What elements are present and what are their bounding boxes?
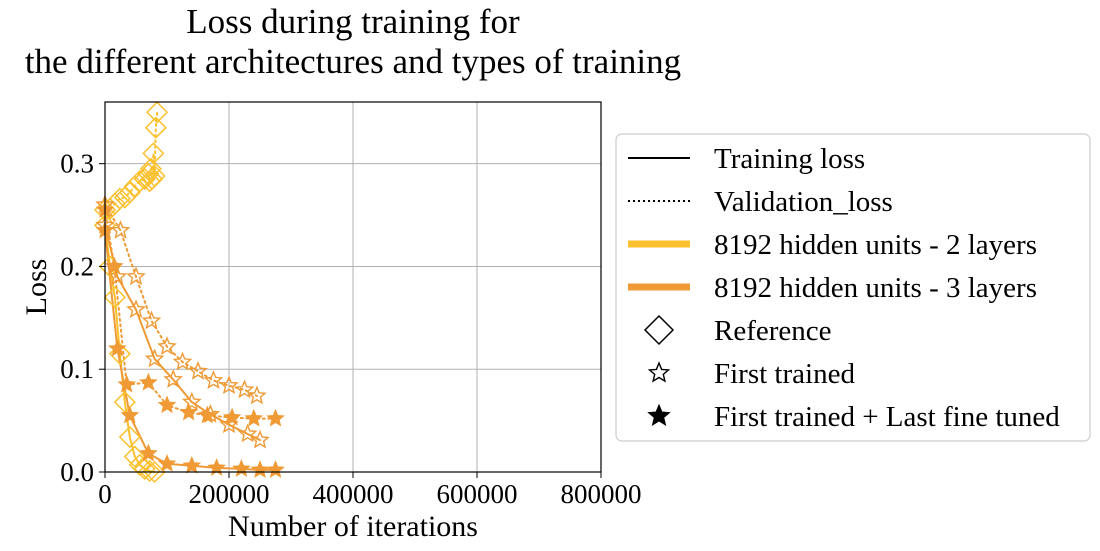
series-marker-3: [141, 310, 162, 330]
y-tick-label: 0.1: [60, 354, 94, 384]
series-marker-0: [143, 460, 166, 484]
series-marker-0: [123, 445, 146, 468]
series-marker-5: [104, 256, 124, 275]
x-tick-label: 200000: [189, 479, 270, 509]
series-marker-3: [157, 336, 177, 355]
y-axis-label: Loss: [20, 259, 53, 316]
series-marker-4: [266, 460, 285, 478]
legend-label: 8192 hidden units - 2 layers: [714, 229, 1037, 261]
series-marker-3: [188, 360, 208, 380]
series-marker-3: [110, 220, 131, 239]
legend: Training loss Validation_loss 8192 hidden …: [615, 133, 1091, 442]
legend-label: Validation_loss: [714, 186, 893, 218]
series-marker-2: [237, 423, 258, 443]
series-marker-1: [118, 181, 141, 204]
grid-lines: [104, 102, 602, 473]
series-marker-4: [157, 453, 177, 472]
legend-handle-hollow-star: [647, 361, 671, 383]
x-tick-label: 800000: [561, 479, 642, 509]
series-marker-1: [133, 168, 156, 191]
series-marker-2: [250, 429, 270, 449]
series-marker-3: [172, 351, 193, 371]
series-marker-5: [222, 407, 242, 426]
series-marker-0: [118, 425, 141, 449]
series-marker-5: [139, 372, 158, 391]
series-marker-1: [113, 186, 136, 209]
series-line-2: [104, 224, 261, 442]
series-marker-1: [143, 164, 166, 188]
legend-label: First trained + Last fine tuned: [714, 401, 1060, 433]
legend-label: 8192 hidden units - 3 layers: [714, 272, 1037, 304]
series-marker-1: [139, 157, 162, 180]
series-marker-5: [244, 408, 264, 427]
x-axis-label: Number of iterations: [228, 510, 478, 543]
series-marker-2: [107, 266, 128, 286]
series-marker-4: [232, 459, 251, 477]
series-marker-0: [138, 459, 161, 483]
series-line-5: [104, 208, 277, 420]
y-tick-label: 0.0: [60, 457, 94, 487]
series-marker-4: [182, 455, 202, 474]
series-marker-2: [181, 391, 202, 411]
series-marker-3: [203, 370, 224, 389]
legend-label: Training loss: [714, 143, 865, 175]
series-marker-5: [179, 402, 199, 421]
series-marker-5: [266, 408, 285, 427]
series-marker-5: [157, 395, 177, 414]
axis-ticks: 0 200000 400000 600000 800000 0.0 0.1 0.2 0.3: [60, 149, 641, 509]
series-marker-4: [120, 405, 140, 424]
series-marker-2: [126, 299, 146, 318]
legend-label: Reference: [714, 315, 832, 347]
x-tick-label: 0: [98, 479, 112, 509]
series-marker-5: [117, 374, 137, 393]
chart-title: Loss during training for the different a…: [0, 2, 706, 82]
series-marker-2: [163, 369, 184, 388]
x-tick-label: 400000: [313, 479, 394, 509]
series-marker-4: [250, 460, 270, 478]
series-marker-3: [219, 375, 239, 394]
x-tick-label: 600000: [437, 479, 518, 509]
chart-title-line-2: the different architectures and types of…: [24, 42, 682, 81]
series-marker-4: [139, 443, 158, 462]
legend-frame: [615, 133, 1091, 442]
series-marker-3: [247, 385, 267, 405]
legend-label: First trained: [714, 358, 855, 390]
series-marker-3: [234, 379, 255, 399]
series-marker-2: [144, 348, 165, 368]
series-marker-0: [103, 286, 126, 309]
series-marker-1: [144, 116, 167, 139]
series-marker-1: [103, 192, 126, 215]
series-marker-3: [126, 266, 146, 286]
series-markers: [93, 101, 285, 484]
legend-handle-diamond: [643, 314, 675, 346]
series-marker-5: [197, 405, 217, 424]
series-marker-4: [108, 338, 127, 357]
series-marker-1: [108, 187, 131, 210]
series-line-3: [104, 203, 258, 397]
series-marker-1: [146, 101, 169, 124]
y-tick-label: 0.2: [60, 251, 94, 281]
y-tick-label: 0.3: [60, 149, 94, 179]
series-marker-1: [142, 142, 165, 165]
chart-title-line-1: Loss during training for: [186, 2, 520, 41]
legend-handle-filled-star: [647, 403, 671, 426]
